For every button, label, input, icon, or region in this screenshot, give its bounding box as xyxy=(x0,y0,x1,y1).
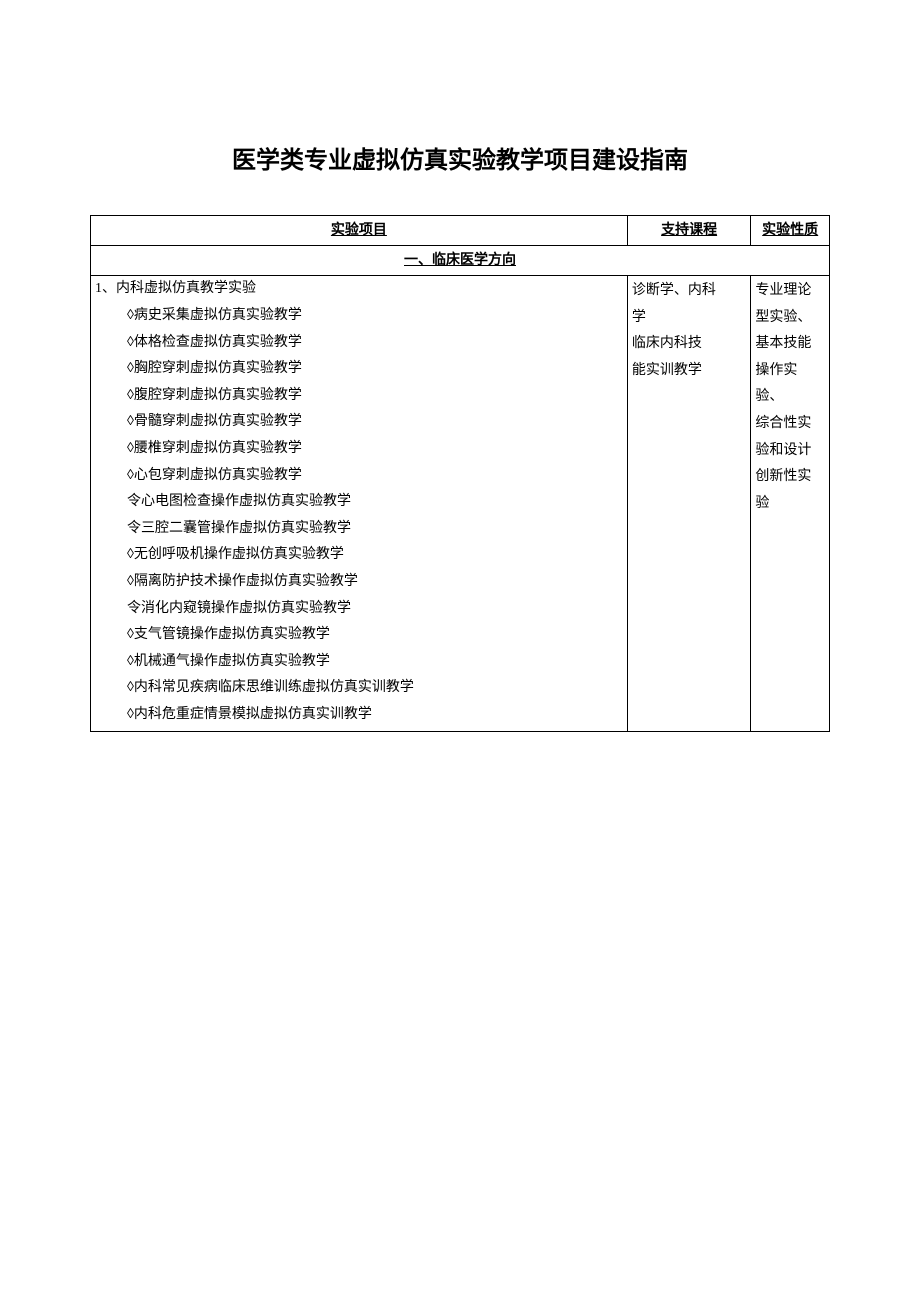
experiment-item: 令消化内窥镜操作虚拟仿真实验教学 xyxy=(95,596,623,623)
page-title: 医学类专业虚拟仿真实验教学项目建设指南 xyxy=(90,140,830,175)
course-line: 诊断学、内科 xyxy=(632,278,747,305)
experiment-item: ◊机械通气操作虚拟仿真实验教学 xyxy=(95,649,623,676)
content-row: 1、内科虚拟仿真教学实验 ◊病史采集虚拟仿真实验教学 ◊体格检查虚拟仿真实验教学… xyxy=(91,276,830,732)
experiment-item: ◊无创呼吸机操作虚拟仿真实验教学 xyxy=(95,542,623,569)
type-line: 验 xyxy=(755,491,825,518)
experiment-item: ◊骨髓穿刺虚拟仿真实验教学 xyxy=(95,409,623,436)
main-table: 实验项目 支持课程 实验性质 一、临床医学方向 1、内科虚拟仿真教学实验 ◊病史… xyxy=(90,215,830,732)
type-line: 操作实验、 xyxy=(755,358,825,411)
header-experiment: 实验项目 xyxy=(91,216,628,246)
experiment-item: 令心电图检查操作虚拟仿真实验教学 xyxy=(95,489,623,516)
experiment-item: ◊胸腔穿刺虚拟仿真实验教学 xyxy=(95,356,623,383)
experiment-item: 令三腔二囊管操作虚拟仿真实验教学 xyxy=(95,516,623,543)
experiment-item: ◊心包穿刺虚拟仿真实验教学 xyxy=(95,463,623,490)
type-line: 基本技能 xyxy=(755,331,825,358)
experiment-item: ◊腹腔穿刺虚拟仿真实验教学 xyxy=(95,383,623,410)
course-cell: 诊断学、内科 学 临床内科技 能实训教学 xyxy=(627,276,751,732)
section-title: 一、临床医学方向 xyxy=(91,246,830,276)
type-line: 创新性实 xyxy=(755,464,825,491)
course-line: 学 xyxy=(632,305,747,332)
experiment-item: ◊内科常见疾病临床思维训练虚拟仿真实训教学 xyxy=(95,675,623,702)
experiment-item: ◊腰椎穿刺虚拟仿真实验教学 xyxy=(95,436,623,463)
type-cell: 专业理论 型实验、 基本技能 操作实验、 综合性实 验和设计 创新性实 验 xyxy=(751,276,830,732)
experiment-item: ◊隔离防护技术操作虚拟仿真实验教学 xyxy=(95,569,623,596)
experiment-item: ◊病史采集虚拟仿真实验教学 xyxy=(95,303,623,330)
type-line: 综合性实 xyxy=(755,411,825,438)
experiment-item: ◊体格检查虚拟仿真实验教学 xyxy=(95,330,623,357)
course-line: 临床内科技 xyxy=(632,331,747,358)
header-course: 支持课程 xyxy=(627,216,751,246)
table-header-row: 实验项目 支持课程 实验性质 xyxy=(91,216,830,246)
header-type: 实验性质 xyxy=(751,216,830,246)
section-row: 一、临床医学方向 xyxy=(91,246,830,276)
type-line: 型实验、 xyxy=(755,305,825,332)
experiment-item: ◊内科危重症情景模拟虚拟仿真实训教学 xyxy=(95,702,623,729)
experiment-heading: 1、内科虚拟仿真教学实验 xyxy=(95,278,623,303)
experiment-item: ◊支气管镜操作虚拟仿真实验教学 xyxy=(95,622,623,649)
type-line: 专业理论 xyxy=(755,278,825,305)
experiment-cell: 1、内科虚拟仿真教学实验 ◊病史采集虚拟仿真实验教学 ◊体格检查虚拟仿真实验教学… xyxy=(91,276,628,732)
course-line: 能实训教学 xyxy=(632,358,747,385)
type-line: 验和设计 xyxy=(755,438,825,465)
